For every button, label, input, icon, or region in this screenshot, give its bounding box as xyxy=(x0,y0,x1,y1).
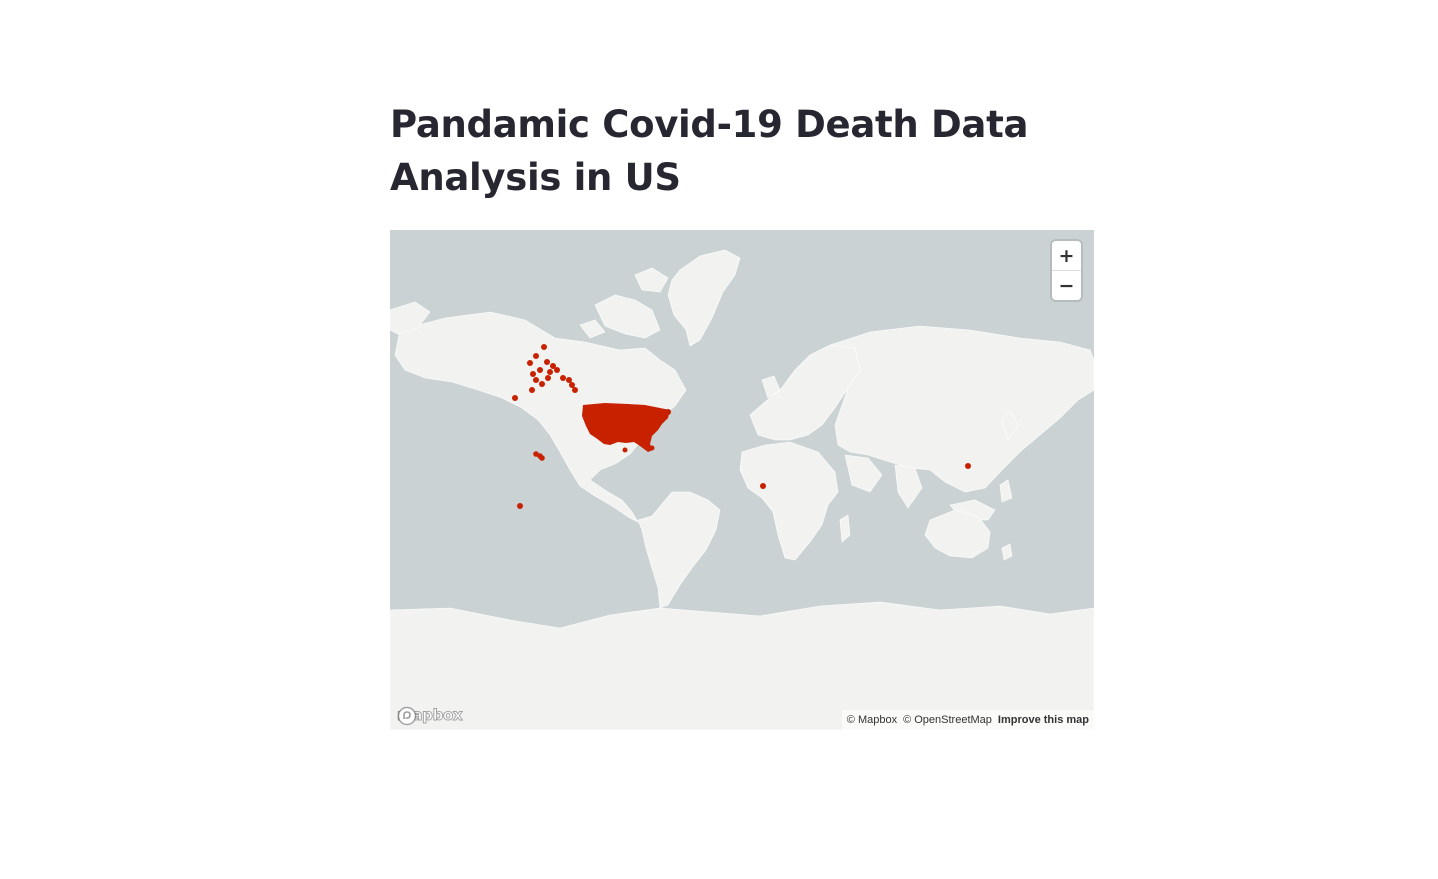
marker-point[interactable] xyxy=(649,445,655,451)
marker-point[interactable] xyxy=(550,363,556,369)
attribution-mapbox-link[interactable]: © Mapbox xyxy=(846,714,898,726)
marker-point[interactable] xyxy=(517,503,523,509)
marker-point[interactable] xyxy=(566,377,572,383)
marker-point[interactable] xyxy=(665,409,671,415)
marker-point[interactable] xyxy=(560,375,566,381)
marker-point[interactable] xyxy=(545,375,551,381)
marker-point[interactable] xyxy=(530,371,536,377)
marker-point[interactable] xyxy=(965,463,971,469)
marker-point[interactable] xyxy=(547,369,553,375)
marker-point[interactable] xyxy=(533,353,539,359)
zoom-divider xyxy=(1052,270,1081,271)
zoom-control: + − xyxy=(1052,241,1081,300)
marker-point[interactable] xyxy=(544,359,550,365)
attribution-osm-link[interactable]: © OpenStreetMap xyxy=(903,714,992,726)
marker-point[interactable] xyxy=(541,344,547,350)
marker-point[interactable] xyxy=(529,387,535,393)
marker-point[interactable] xyxy=(760,483,766,489)
marker-point[interactable] xyxy=(539,455,545,461)
land-layer xyxy=(390,249,1094,730)
mapbox-logo-icon xyxy=(397,706,417,726)
marker-point[interactable] xyxy=(572,387,578,393)
marker-point[interactable] xyxy=(569,382,575,388)
marker-point[interactable] xyxy=(527,360,533,366)
mapbox-logo[interactable]: mapbox xyxy=(396,706,463,726)
marker-point[interactable] xyxy=(512,395,518,401)
marker-cluster-us[interactable] xyxy=(582,403,670,452)
map-attribution: © Mapbox © OpenStreetMap Improve this ma… xyxy=(841,710,1094,730)
marker-point[interactable] xyxy=(539,381,545,387)
marker-point[interactable] xyxy=(533,377,539,383)
page-title: Pandamic Covid-19 Death Data Analysis in… xyxy=(390,103,1029,199)
map-canvas[interactable] xyxy=(390,230,1094,730)
zoom-out-button[interactable]: − xyxy=(1052,271,1081,300)
zoom-in-button[interactable]: + xyxy=(1052,241,1081,270)
improve-map-link[interactable]: Improve this map xyxy=(997,714,1089,726)
map-view[interactable]: + − mapbox © Mapbox © OpenStreetMap Impr… xyxy=(390,230,1094,730)
marker-point[interactable] xyxy=(537,367,543,373)
marker-layer xyxy=(512,344,971,509)
marker-point[interactable] xyxy=(622,447,628,453)
marker-point[interactable] xyxy=(554,367,560,373)
